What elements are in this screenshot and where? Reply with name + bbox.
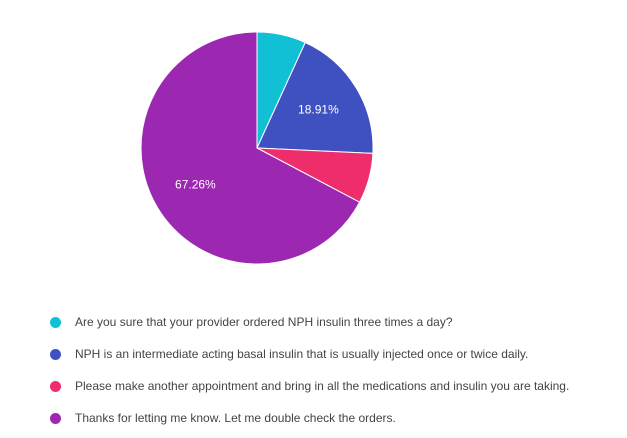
- legend-swatch: [50, 380, 61, 392]
- legend-swatch: [50, 316, 61, 328]
- legend-swatch: [50, 348, 61, 360]
- legend-label: NPH is an intermediate acting basal insu…: [75, 347, 529, 361]
- legend-label: Please make another appointment and brin…: [75, 379, 570, 393]
- slice-percent-label: 18.91%: [298, 103, 339, 117]
- legend-item[interactable]: Thanks for letting me know. Let me doubl…: [50, 402, 569, 434]
- legend-item[interactable]: Are you sure that your provider ordered …: [50, 306, 569, 338]
- pie-slice[interactable]: [140, 31, 361, 265]
- pie-plot-area: 18.91% 67.26%: [140, 31, 374, 265]
- legend-item[interactable]: Please make another appointment and brin…: [50, 370, 569, 402]
- slice-percent-label: 67.26%: [175, 177, 216, 191]
- legend-label: Thanks for letting me know. Let me doubl…: [75, 411, 396, 425]
- legend-item[interactable]: NPH is an intermediate acting basal insu…: [50, 338, 569, 370]
- legend-swatch: [50, 412, 61, 424]
- legend: Are you sure that your provider ordered …: [50, 306, 569, 434]
- pie-slice[interactable]: [256, 41, 374, 154]
- legend-label: Are you sure that your provider ordered …: [75, 315, 453, 329]
